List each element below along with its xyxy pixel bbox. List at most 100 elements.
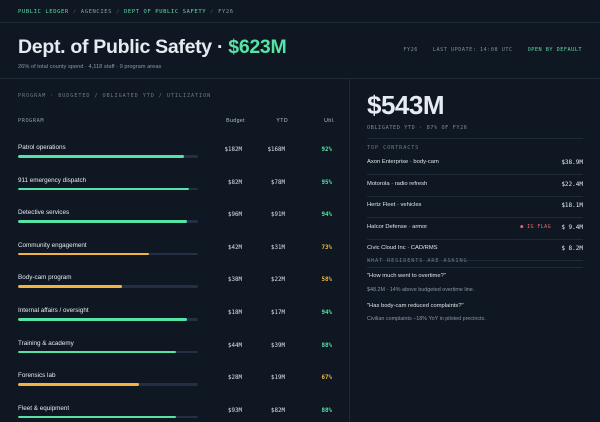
question-item[interactable]: "Has body-cam reduced complaints?": [367, 303, 464, 309]
panel-divider: [349, 78, 350, 422]
breadcrumb-separator: /: [210, 9, 215, 15]
budget-value: $93M: [228, 407, 242, 414]
program-name: Detective services: [18, 209, 70, 217]
utilization-value: 94%: [321, 212, 332, 219]
table-row[interactable]: Body-cam program $38M $22M 58%: [0, 273, 345, 305]
budget-value: $28M: [228, 375, 242, 382]
table-row[interactable]: Forensics lab $28M $19M 67%: [0, 371, 345, 403]
ytd-value: $91M: [271, 212, 285, 219]
utilization-value: 73%: [321, 244, 332, 251]
contract-amount: $38.9M: [561, 159, 583, 166]
program-name: Body-cam program: [18, 274, 72, 282]
program-name: Internal affairs / oversight: [18, 307, 89, 314]
page-title: Dept. of Public Safety · $623M: [18, 36, 287, 59]
budget-value: $18M: [228, 310, 242, 316]
contract-row[interactable]: Civic Cloud Inc · CAD/RMS $ 8.2M: [367, 239, 583, 261]
contract-row[interactable]: Hertz Fleet · vehicles $18.1M: [367, 196, 583, 218]
column-header-util[interactable]: Util.: [324, 118, 335, 124]
breadcrumb-separator: /: [116, 9, 120, 15]
program-name: Community engagement: [18, 241, 87, 249]
contract-name: Halcor Defense · armor: [367, 223, 428, 230]
ig-flag-badge: ● IG FLAG: [520, 223, 551, 230]
table-row[interactable]: 911 emergency dispatch $82M $78M 95%: [0, 176, 345, 208]
utilization-bar: [18, 187, 198, 191]
utilization-bar-fill: [18, 415, 177, 419]
contract-row[interactable]: Axon Enterprise · body-cam $38.9M: [367, 153, 583, 175]
utilization-bar-fill: [18, 383, 139, 386]
budget-value: $96M: [228, 212, 242, 219]
breadcrumb-agencies[interactable]: AGENCIES: [80, 9, 113, 15]
contract-name: Hertz Fleet · vehicles: [367, 202, 422, 208]
open-by-default-link[interactable]: OPEN BY DEFAULT: [527, 47, 582, 53]
breadcrumb-separator: /: [72, 9, 77, 15]
utilization-bar: [18, 383, 198, 386]
ytd-value: $82M: [271, 407, 285, 414]
utilization-bar: [18, 350, 198, 354]
answer-item: $48.2M · 14% above budgeted overtime lin…: [367, 287, 475, 293]
utilization-bar: [18, 155, 198, 158]
program-name: Fleet & equipment: [18, 404, 70, 412]
column-header-program: PROGRAM: [18, 118, 45, 124]
program-name: Forensics lab: [18, 372, 56, 380]
breadcrumb-agency[interactable]: DEPT OF PUBLIC SAFETY: [124, 9, 207, 15]
last-update-label: LAST UPDATE: 14:08 UTC: [432, 47, 513, 53]
utilization-bar-fill: [18, 220, 188, 223]
utilization-bar-fill: [18, 350, 177, 354]
table-row[interactable]: Detective services $96M $91M 94%: [0, 208, 345, 240]
page-title-text: Dept. of Public Safety ·: [18, 36, 229, 58]
table-row[interactable]: Patrol operations $182M $168M 92%: [0, 143, 345, 175]
page-subtitle: 26% of total county spend · 4,118 staff …: [18, 64, 162, 70]
column-header-ytd[interactable]: YTD: [276, 118, 288, 124]
utilization-value: 94%: [321, 310, 332, 316]
contract-name: Motorola · radio refresh: [367, 180, 428, 187]
question-item[interactable]: "How much went to overtime?": [367, 273, 446, 279]
utilization-bar-fill: [18, 187, 189, 191]
contract-row[interactable]: Halcor Defense · armor ● IG FLAG $ 9.4M: [367, 218, 583, 240]
resident-questions-label: WHAT RESIDENTS ARE ASKING: [367, 258, 468, 264]
contract-row[interactable]: Motorola · radio refresh $22.4M: [367, 175, 583, 197]
utilization-bar-fill: [18, 252, 150, 256]
utilization-bar-fill: [18, 155, 184, 158]
questions-divider: [367, 267, 583, 268]
utilization-value: 88%: [321, 342, 332, 349]
utilization-bar-fill: [18, 285, 123, 288]
panel-divider-top: [367, 138, 583, 139]
budget-value: $44M: [228, 342, 242, 349]
budget-value: $182M: [224, 147, 242, 153]
utilization-bar: [18, 252, 198, 256]
ytd-value: $78M: [271, 179, 285, 186]
breadcrumb-fiscal-year: FY26: [218, 9, 234, 15]
contract-name: Axon Enterprise · body-cam: [367, 159, 439, 165]
fiscal-year-label: FY26: [403, 47, 418, 53]
utilization-bar-fill: [18, 318, 188, 321]
budget-value: $38M: [228, 277, 242, 284]
top-contracts-label: TOP CONTRACTS: [367, 145, 420, 151]
utilization-bar: [18, 285, 198, 288]
ytd-value: $22M: [271, 277, 285, 284]
header-meta: FY26 LAST UPDATE: 14:08 UTC OPEN BY DEFA…: [403, 47, 582, 53]
ytd-value: $168M: [267, 147, 285, 153]
table-row[interactable]: Training & academy $44M $39M 88%: [0, 339, 345, 371]
breadcrumb-public-ledger[interactable]: PUBLIC LEDGER: [18, 9, 69, 15]
utilization-bar: [18, 220, 198, 223]
program-name: Patrol operations: [18, 144, 66, 151]
program-name: Training & academy: [18, 339, 74, 347]
program-name: 911 emergency dispatch: [18, 176, 87, 184]
ytd-value: $31M: [271, 244, 285, 251]
table-row[interactable]: Fleet & equipment $93M $82M 88%: [0, 404, 345, 422]
utilization-value: 67%: [321, 375, 332, 382]
table-row[interactable]: Community engagement $42M $31M 73%: [0, 241, 345, 273]
section-divider: [0, 78, 600, 79]
ytd-value: $19M: [271, 375, 285, 382]
budget-value: $82M: [228, 179, 242, 186]
program-section-label: PROGRAM · BUDGETED / OBLIGATED YTD / UTI…: [18, 93, 212, 99]
ytd-value: $39M: [271, 342, 285, 349]
column-header-budget[interactable]: Budget: [226, 118, 245, 124]
header-divider: [0, 22, 600, 23]
contract-amount: $ 9.4M: [561, 223, 583, 231]
obligated-total: $543M: [367, 90, 445, 120]
breadcrumb: PUBLIC LEDGER / AGENCIES / DEPT OF PUBLI…: [18, 7, 234, 17]
table-row[interactable]: Internal affairs / oversight $18M $17M 94%: [0, 306, 345, 338]
obligated-label: OBLIGATED YTD · 87% OF FY26: [367, 125, 468, 131]
contract-name: Civic Cloud Inc · CAD/RMS: [367, 245, 438, 251]
